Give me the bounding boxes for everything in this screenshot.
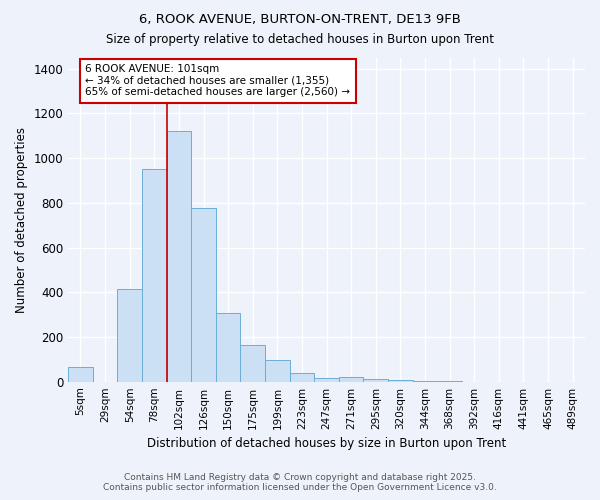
Bar	[314, 378, 339, 382]
Text: 6, ROOK AVENUE, BURTON-ON-TRENT, DE13 9FB: 6, ROOK AVENUE, BURTON-ON-TRENT, DE13 9F…	[139, 12, 461, 26]
Bar	[241, 345, 265, 382]
Bar	[191, 208, 216, 382]
Y-axis label: Number of detached properties: Number of detached properties	[15, 126, 28, 312]
Bar	[413, 381, 437, 382]
Bar	[118, 289, 142, 382]
Bar	[142, 170, 167, 382]
Text: 6 ROOK AVENUE: 101sqm
← 34% of detached houses are smaller (1,355)
65% of semi-d: 6 ROOK AVENUE: 101sqm ← 34% of detached …	[85, 64, 350, 98]
Bar	[364, 379, 388, 382]
Text: Contains HM Land Registry data © Crown copyright and database right 2025.
Contai: Contains HM Land Registry data © Crown c…	[103, 473, 497, 492]
X-axis label: Distribution of detached houses by size in Burton upon Trent: Distribution of detached houses by size …	[147, 437, 506, 450]
Bar	[68, 367, 93, 382]
Bar	[388, 380, 413, 382]
Bar	[167, 132, 191, 382]
Bar	[265, 360, 290, 382]
Bar	[290, 374, 314, 382]
Text: Size of property relative to detached houses in Burton upon Trent: Size of property relative to detached ho…	[106, 32, 494, 46]
Bar	[339, 377, 364, 382]
Bar	[216, 314, 241, 382]
